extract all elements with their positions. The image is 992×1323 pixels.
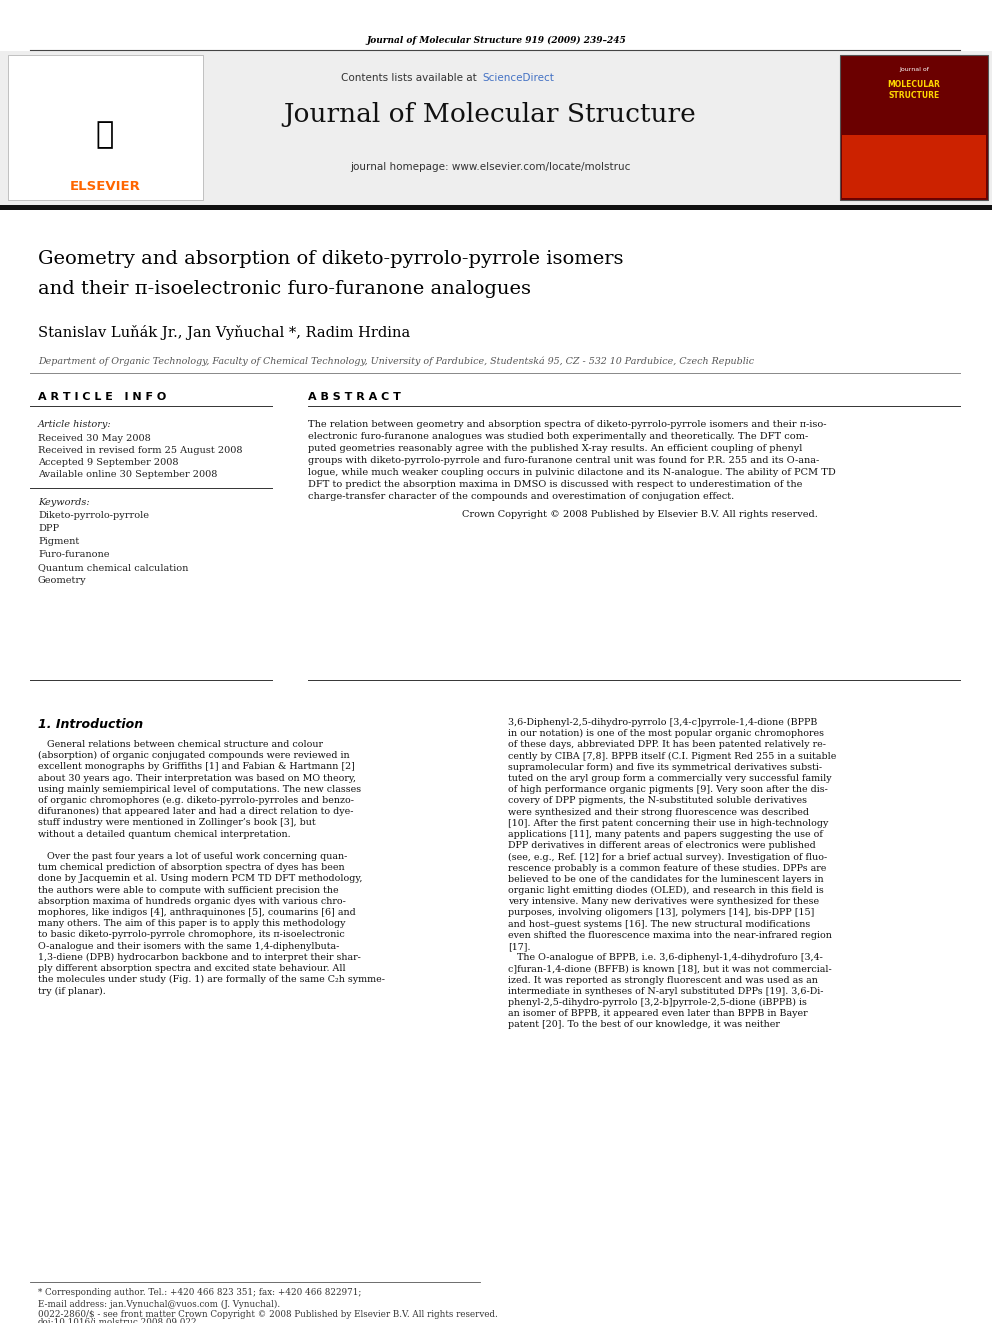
Text: Geometry: Geometry [38, 576, 86, 585]
Text: supramolecular form) and five its symmetrical derivatives substi-: supramolecular form) and five its symmet… [508, 763, 822, 771]
Text: Journal of: Journal of [899, 67, 929, 71]
Text: and host–guest systems [16]. The new structural modifications: and host–guest systems [16]. The new str… [508, 919, 810, 929]
Text: charge-transfer character of the compounds and overestimation of conjugation eff: charge-transfer character of the compoun… [308, 492, 734, 501]
Text: Accepted 9 September 2008: Accepted 9 September 2008 [38, 458, 179, 467]
Text: intermediate in syntheses of N-aryl substituted DPPs [19]. 3,6-Di-: intermediate in syntheses of N-aryl subs… [508, 987, 823, 996]
Text: journal homepage: www.elsevier.com/locate/molstruc: journal homepage: www.elsevier.com/locat… [350, 161, 630, 172]
Text: phenyl-2,5-dihydro-pyrrolo [3,2-b]pyrrole-2,5-dione (iBPPB) is: phenyl-2,5-dihydro-pyrrolo [3,2-b]pyrrol… [508, 998, 806, 1007]
Text: try (if planar).: try (if planar). [38, 987, 106, 995]
Text: 1,3-diene (DPB) hydrocarbon backbone and to interpret their shar-: 1,3-diene (DPB) hydrocarbon backbone and… [38, 953, 361, 962]
Text: logue, while much weaker coupling occurs in pulvinic dilactone and its N-analogu: logue, while much weaker coupling occurs… [308, 468, 835, 478]
Text: cently by CIBA [7,8]. BPPB itself (C.I. Pigment Red 255 in a suitable: cently by CIBA [7,8]. BPPB itself (C.I. … [508, 751, 836, 761]
Text: DPP derivatives in different areas of electronics were published: DPP derivatives in different areas of el… [508, 841, 815, 851]
Text: Geometry and absorption of diketo-pyrrolo-pyrrole isomers: Geometry and absorption of diketo-pyrrol… [38, 250, 624, 269]
Text: of organic chromophores (e.g. diketo-pyrrolo-pyrroles and benzo-: of organic chromophores (e.g. diketo-pyr… [38, 796, 354, 806]
Text: Contents lists available at: Contents lists available at [341, 73, 480, 83]
Text: puted geometries reasonably agree with the published X-ray results. An efficient: puted geometries reasonably agree with t… [308, 445, 803, 452]
Text: an isomer of BPPB, it appeared even later than BPPB in Bayer: an isomer of BPPB, it appeared even late… [508, 1009, 807, 1019]
Text: the authors were able to compute with sufficient precision the: the authors were able to compute with su… [38, 885, 338, 894]
Text: E-mail address: jan.Vynuchal@vuos.com (J. Vynuchal).: E-mail address: jan.Vynuchal@vuos.com (J… [38, 1301, 280, 1310]
Text: tuted on the aryl group form a commercially very successful family: tuted on the aryl group form a commercia… [508, 774, 831, 783]
Bar [840, 56, 988, 200]
Text: MOLECULAR
STRUCTURE: MOLECULAR STRUCTURE [888, 81, 940, 99]
Text: excellent monographs by Griffiths [1] and Fabian & Hartmann [2]: excellent monographs by Griffiths [1] an… [38, 762, 355, 771]
Text: about 30 years ago. Their interpretation was based on MO theory,: about 30 years ago. Their interpretation… [38, 774, 356, 783]
Bar [0, 205, 992, 210]
Text: in our notation) is one of the most popular organic chromophores: in our notation) is one of the most popu… [508, 729, 824, 738]
Text: were synthesized and their strong fluorescence was described: were synthesized and their strong fluore… [508, 807, 809, 816]
Text: General relations between chemical structure and colour: General relations between chemical struc… [38, 740, 323, 749]
Text: Diketo-pyrrolo-pyrrole: Diketo-pyrrolo-pyrrole [38, 511, 149, 520]
Text: Received in revised form 25 August 2008: Received in revised form 25 August 2008 [38, 446, 242, 455]
Text: ply different absorption spectra and excited state behaviour. All: ply different absorption spectra and exc… [38, 964, 345, 972]
Text: * Corresponding author. Tel.: +420 466 823 351; fax: +420 466 822971;: * Corresponding author. Tel.: +420 466 8… [38, 1289, 361, 1297]
Bar [842, 135, 986, 198]
Text: patent [20]. To the best of our knowledge, it was neither: patent [20]. To the best of our knowledg… [508, 1020, 780, 1029]
Bar [8, 56, 203, 200]
Text: organic light emitting diodes (OLED), and research in this field is: organic light emitting diodes (OLED), an… [508, 886, 823, 896]
Text: Over the past four years a lot of useful work concerning quan-: Over the past four years a lot of useful… [38, 852, 347, 861]
Text: even shifted the fluorescence maxima into the near-infrared region: even shifted the fluorescence maxima int… [508, 931, 832, 939]
Text: covery of DPP pigments, the N-substituted soluble derivatives: covery of DPP pigments, the N-substitute… [508, 796, 807, 806]
Text: 3,6-Diphenyl-2,5-dihydro-pyrrolo [3,4-c]pyrrole-1,4-dione (BPPB: 3,6-Diphenyl-2,5-dihydro-pyrrolo [3,4-c]… [508, 718, 817, 728]
Text: ized. It was reported as strongly fluorescent and was used as an: ized. It was reported as strongly fluore… [508, 975, 817, 984]
Text: done by Jacquemin et al. Using modern PCM TD DFT methodology,: done by Jacquemin et al. Using modern PC… [38, 875, 362, 884]
Text: many others. The aim of this paper is to apply this methodology: many others. The aim of this paper is to… [38, 919, 345, 929]
Text: 0022-2860/$ - see front matter Crown Copyright © 2008 Published by Elsevier B.V.: 0022-2860/$ - see front matter Crown Cop… [38, 1310, 498, 1319]
Text: c]furan-1,4-dione (BFFB) is known [18], but it was not commercial-: c]furan-1,4-dione (BFFB) is known [18], … [508, 964, 831, 974]
Text: Crown Copyright © 2008 Published by Elsevier B.V. All rights reserved.: Crown Copyright © 2008 Published by Else… [462, 509, 818, 519]
Text: of high performance organic pigments [9]. Very soon after the dis-: of high performance organic pigments [9]… [508, 785, 828, 794]
Text: absorption maxima of hundreds organic dyes with various chro-: absorption maxima of hundreds organic dy… [38, 897, 346, 906]
Text: Pigment: Pigment [38, 537, 79, 546]
Text: rescence probably is a common feature of these studies. DPPs are: rescence probably is a common feature of… [508, 864, 826, 873]
Text: believed to be one of the candidates for the luminescent layers in: believed to be one of the candidates for… [508, 875, 823, 884]
Text: [17].: [17]. [508, 942, 531, 951]
Text: The O-analogue of BPPB, i.e. 3,6-diphenyl-1,4-dihydrofuro [3,4-: The O-analogue of BPPB, i.e. 3,6-dipheny… [508, 953, 823, 962]
Text: A R T I C L E   I N F O: A R T I C L E I N F O [38, 392, 167, 402]
Text: mophores, like indigos [4], anthraquinones [5], coumarins [6] and: mophores, like indigos [4], anthraquinon… [38, 908, 356, 917]
Text: 1. Introduction: 1. Introduction [38, 718, 143, 732]
Text: [10]. After the first patent concerning their use in high-technology: [10]. After the first patent concerning … [508, 819, 828, 828]
Text: Received 30 May 2008: Received 30 May 2008 [38, 434, 151, 443]
Text: O-analogue and their isomers with the same 1,4-diphenylbuta-: O-analogue and their isomers with the sa… [38, 942, 339, 951]
Text: and their π-isoelectronic furo-furanone analogues: and their π-isoelectronic furo-furanone … [38, 280, 531, 298]
Text: Available online 30 September 2008: Available online 30 September 2008 [38, 470, 217, 479]
Text: Furo-furanone: Furo-furanone [38, 550, 109, 560]
Text: DPP: DPP [38, 524, 60, 533]
Text: difuranones) that appeared later and had a direct relation to dye-: difuranones) that appeared later and had… [38, 807, 353, 816]
Text: stuff industry were mentioned in Zollinger’s book [3], but: stuff industry were mentioned in Zolling… [38, 819, 315, 827]
Text: using mainly semiempirical level of computations. The new classes: using mainly semiempirical level of comp… [38, 785, 361, 794]
Text: (absorption) of organic conjugated compounds were reviewed in: (absorption) of organic conjugated compo… [38, 751, 349, 761]
Text: applications [11], many patents and papers suggesting the use of: applications [11], many patents and pape… [508, 830, 823, 839]
Text: ELSEVIER: ELSEVIER [69, 180, 141, 193]
Text: DFT to predict the absorption maxima in DMSO is discussed with respect to undere: DFT to predict the absorption maxima in … [308, 480, 803, 490]
Text: Journal of Molecular Structure 919 (2009) 239–245: Journal of Molecular Structure 919 (2009… [366, 36, 626, 45]
Text: Article history:: Article history: [38, 419, 112, 429]
Text: Department of Organic Technology, Faculty of Chemical Technology, University of : Department of Organic Technology, Facult… [38, 357, 754, 366]
Text: Journal of Molecular Structure: Journal of Molecular Structure [284, 102, 696, 127]
Text: purposes, involving oligomers [13], polymers [14], bis-DPP [15]: purposes, involving oligomers [13], poly… [508, 909, 814, 917]
Text: to basic diketo-pyrrolo-pyrrole chromophore, its π-isoelectronic: to basic diketo-pyrrolo-pyrrole chromoph… [38, 930, 345, 939]
Text: A B S T R A C T: A B S T R A C T [308, 392, 401, 402]
Text: electronic furo-furanone analogues was studied both experimentally and theoretic: electronic furo-furanone analogues was s… [308, 433, 808, 441]
Text: very intensive. Many new derivatives were synthesized for these: very intensive. Many new derivatives wer… [508, 897, 819, 906]
Text: without a detailed quantum chemical interpretation.: without a detailed quantum chemical inte… [38, 830, 291, 839]
Text: the molecules under study (Fig. 1) are formally of the same C₂h symme-: the molecules under study (Fig. 1) are f… [38, 975, 385, 984]
Text: Keywords:: Keywords: [38, 497, 89, 507]
Text: of these days, abbreviated DPP. It has been patented relatively re-: of these days, abbreviated DPP. It has b… [508, 741, 826, 749]
Text: doi:10.1016/j.molstruc.2008.09.022: doi:10.1016/j.molstruc.2008.09.022 [38, 1318, 197, 1323]
Text: tum chemical prediction of absorption spectra of dyes has been: tum chemical prediction of absorption sp… [38, 863, 344, 872]
Text: The relation between geometry and absorption spectra of diketo-pyrrolo-pyrrole i: The relation between geometry and absorp… [308, 419, 826, 429]
Bar [0, 52, 992, 206]
Text: Quantum chemical calculation: Quantum chemical calculation [38, 564, 188, 572]
Text: ScienceDirect: ScienceDirect [482, 73, 554, 83]
Text: groups with diketo-pyrrolo-pyrrole and furo-furanone central unit was found for : groups with diketo-pyrrolo-pyrrole and f… [308, 456, 819, 464]
Text: Stanislav Luňák Jr., Jan Vyňuchal *, Radim Hrdina: Stanislav Luňák Jr., Jan Vyňuchal *, Rad… [38, 325, 411, 340]
Text: (see, e.g., Ref. [12] for a brief actual survey). Investigation of fluo-: (see, e.g., Ref. [12] for a brief actual… [508, 852, 827, 861]
Text: 🌲: 🌲 [96, 120, 114, 149]
